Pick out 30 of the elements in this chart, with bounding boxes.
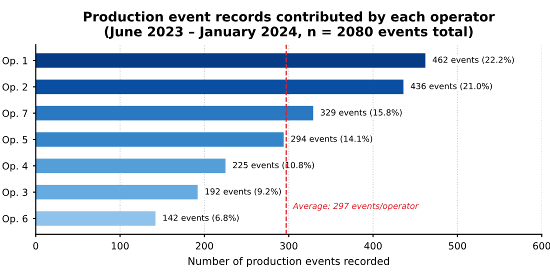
bar: [36, 80, 404, 94]
x-tick-label: 400: [364, 242, 382, 250]
y-tick-label: Op. 7: [2, 110, 28, 119]
bar: [36, 132, 284, 147]
data-label: 436 events (21.0%): [410, 82, 492, 90]
bar: [36, 211, 156, 226]
x-tick-label: 300: [280, 242, 298, 250]
y-tick-label: Op. 2: [2, 83, 28, 93]
data-label: 142 events (6.8%): [163, 214, 239, 222]
x-tick-label: 0: [33, 242, 38, 250]
data-label: 329 events (15.8%): [320, 109, 402, 117]
x-axis-title: Number of production events recorded: [188, 256, 390, 268]
x-tick-label: 200: [196, 242, 214, 250]
data-label: 192 events (9.2%): [206, 188, 281, 196]
y-tick-label: Op. 5: [2, 136, 28, 146]
bar: [36, 106, 314, 120]
y-tick-label: Op. 4: [2, 162, 28, 172]
ref-line-label: Average: 297 events/operator: [292, 202, 419, 211]
y-tick-label: Op. 3: [2, 188, 28, 198]
data-label: 294 events (14.1%): [291, 135, 372, 143]
x-tick-label: 600: [533, 242, 550, 250]
chart-title: Production event records contributed by each operator (June 2023 – January 2024, n = 2080 events total): [84, 11, 495, 40]
data-label: 462 events (22.2%): [432, 56, 514, 64]
y-tick-label: Op. 6: [2, 214, 28, 224]
y-tick-label: Op. 1: [2, 56, 28, 66]
x-tick-label: 500: [448, 242, 466, 250]
bar: [36, 53, 426, 68]
x-tick-label: 100: [112, 242, 129, 250]
bar: [36, 184, 198, 200]
bar: [36, 158, 226, 174]
